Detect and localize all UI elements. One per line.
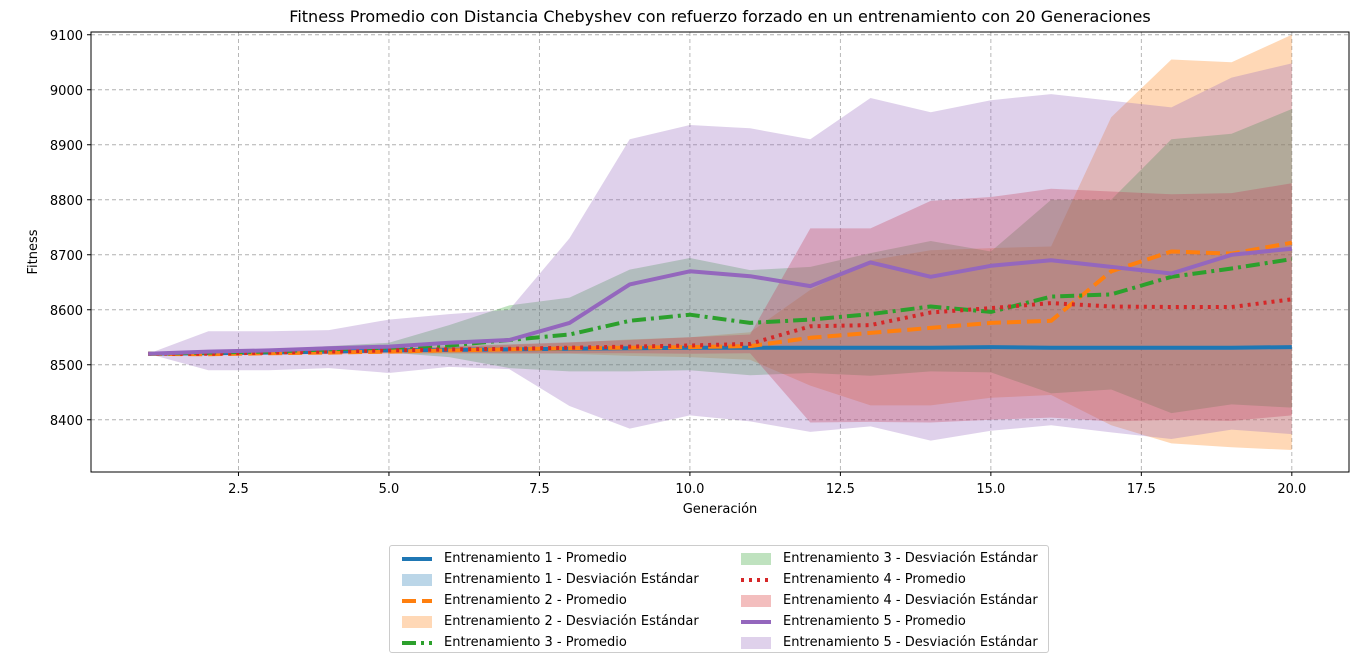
y-tick-label: 8400 bbox=[50, 414, 83, 429]
legend-swatch bbox=[741, 552, 771, 565]
y-tick-label: 8600 bbox=[50, 304, 83, 319]
legend-label: Entrenamiento 2 - Promedio bbox=[444, 593, 627, 608]
legend-item-entrenamiento-5-promedio: Entrenamiento 5 - Promedio bbox=[739, 611, 966, 632]
grid-lines bbox=[91, 32, 1349, 472]
y-tick-label: 8700 bbox=[50, 249, 83, 264]
legend-label: Entrenamiento 4 - Promedio bbox=[783, 572, 966, 587]
x-axis-ticks: 2.5 5.0 7.5 10.0 12.5 15.0 17.5 20.0 bbox=[228, 472, 1306, 497]
legend-swatch bbox=[402, 556, 432, 561]
legend-label: Entrenamiento 3 - Desviación Estándar bbox=[783, 551, 1038, 566]
legend-label: Entrenamiento 4 - Desviación Estándar bbox=[783, 593, 1038, 608]
legend-item-entrenamiento-3-desviacion: Entrenamiento 3 - Desviación Estándar bbox=[739, 548, 1038, 569]
y-tick-label: 9000 bbox=[50, 84, 83, 99]
y-tick-label: 9100 bbox=[50, 29, 83, 44]
y-tick-label: 8900 bbox=[50, 139, 83, 154]
mean-lines bbox=[148, 240, 1293, 357]
x-tick-label: 10.0 bbox=[675, 482, 704, 497]
std-band-entrenamiento-3 bbox=[148, 109, 1292, 414]
legend-item-entrenamiento-2-desviacion: Entrenamiento 2 - Desviación Estándar bbox=[400, 611, 699, 632]
x-tick-label: 7.5 bbox=[529, 482, 550, 497]
x-tick-label: 5.0 bbox=[379, 482, 400, 497]
std-dev-bands bbox=[148, 34, 1292, 451]
std-band-entrenamiento-5 bbox=[148, 63, 1292, 441]
chart-figure: Fitness Promedio con Distancia Chebyshev… bbox=[26, 7, 1350, 517]
x-axis-label: Generación bbox=[683, 502, 758, 517]
legend-swatch bbox=[741, 594, 771, 607]
plot-area-frame bbox=[90, 31, 1350, 473]
y-axis-ticks: 8400 8500 8600 8700 8800 8900 9000 9100 bbox=[50, 29, 91, 429]
legend-swatch bbox=[741, 619, 771, 624]
legend-label: Entrenamiento 5 - Desviación Estándar bbox=[783, 635, 1038, 650]
mean-line-entrenamiento-5 bbox=[148, 246, 1293, 356]
legend-label: Entrenamiento 3 - Promedio bbox=[444, 635, 627, 650]
y-tick-label: 8800 bbox=[50, 194, 83, 209]
y-tick-label: 8500 bbox=[50, 359, 83, 374]
x-tick-label: 15.0 bbox=[976, 482, 1005, 497]
mean-line-entrenamiento-2 bbox=[148, 240, 1293, 357]
x-tick-label: 17.5 bbox=[1127, 482, 1156, 497]
x-tick-label: 12.5 bbox=[826, 482, 855, 497]
legend-item-entrenamiento-3-promedio: Entrenamiento 3 - Promedio bbox=[400, 632, 627, 653]
legend-label: Entrenamiento 1 - Promedio bbox=[444, 551, 627, 566]
legend-swatch bbox=[402, 640, 432, 645]
legend-label: Entrenamiento 2 - Desviación Estándar bbox=[444, 614, 699, 629]
legend-item-entrenamiento-1-desviacion: Entrenamiento 1 - Desviación Estándar bbox=[400, 569, 699, 590]
x-tick-label: 2.5 bbox=[228, 482, 249, 497]
std-band-entrenamiento-4 bbox=[148, 183, 1292, 423]
legend-label: Entrenamiento 5 - Promedio bbox=[783, 614, 966, 629]
legend-swatch bbox=[741, 577, 771, 582]
legend-swatch bbox=[402, 598, 432, 603]
legend-swatch bbox=[741, 636, 771, 649]
legend-item-entrenamiento-1-promedio: Entrenamiento 1 - Promedio bbox=[400, 548, 627, 569]
legend-swatch bbox=[402, 573, 432, 586]
legend-item-entrenamiento-2-promedio: Entrenamiento 2 - Promedio bbox=[400, 590, 627, 611]
legend-item-entrenamiento-5-desviacion: Entrenamiento 5 - Desviación Estándar bbox=[739, 632, 1038, 653]
x-tick-label: 20.0 bbox=[1277, 482, 1306, 497]
legend-item-entrenamiento-4-desviacion: Entrenamiento 4 - Desviación Estándar bbox=[739, 590, 1038, 611]
y-axis-label: Fitness bbox=[26, 229, 41, 274]
legend-item-entrenamiento-4-promedio: Entrenamiento 4 - Promedio bbox=[739, 569, 966, 590]
chart-title: Fitness Promedio con Distancia Chebyshev… bbox=[289, 7, 1150, 26]
legend-label: Entrenamiento 1 - Desviación Estándar bbox=[444, 572, 699, 587]
legend-swatch bbox=[402, 615, 432, 628]
chart-legend: Entrenamiento 1 - Promedio Entrenamiento … bbox=[389, 545, 1049, 653]
